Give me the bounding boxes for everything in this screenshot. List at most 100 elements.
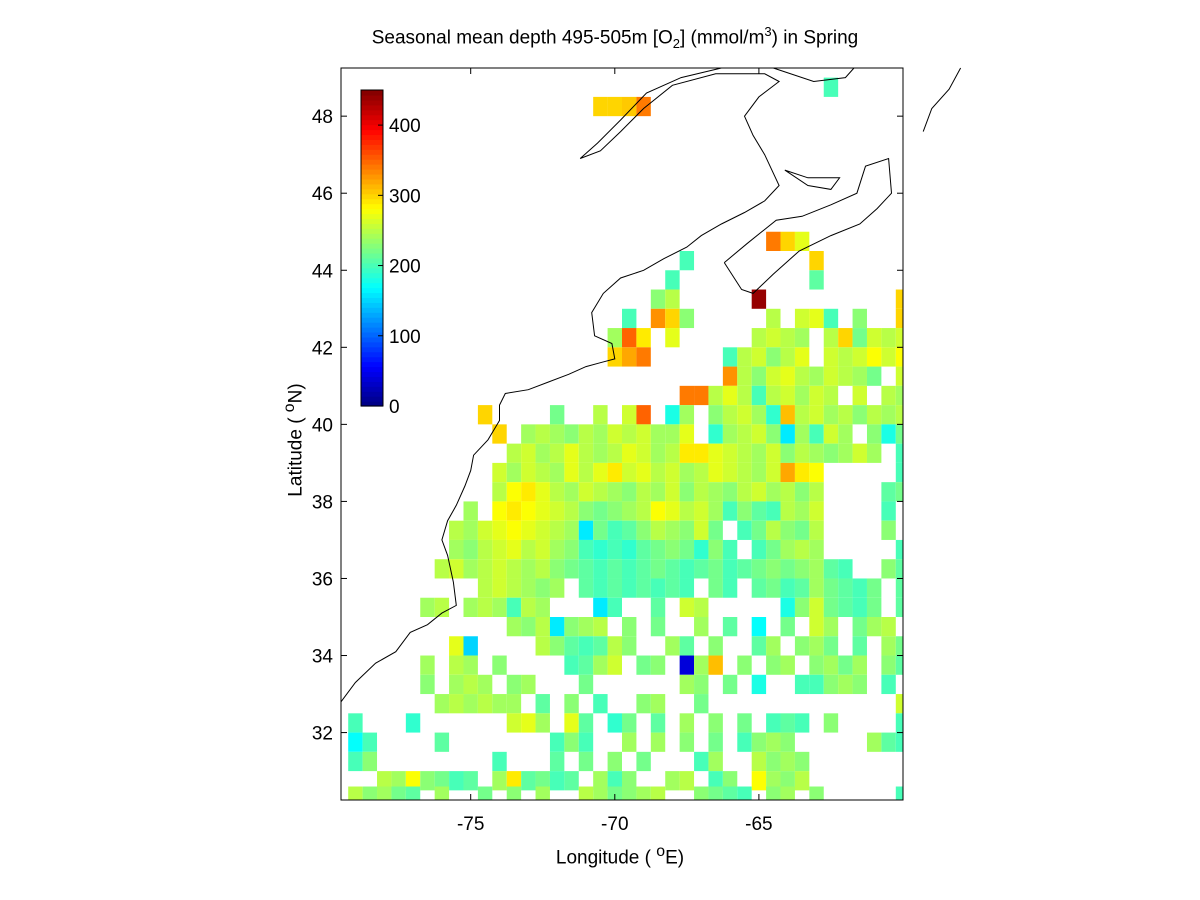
heatmap-cell [823, 405, 839, 425]
heatmap-cell [535, 578, 550, 598]
heatmap-cell [463, 520, 478, 540]
heatmap-cell [679, 771, 695, 791]
heatmap-cell [737, 501, 752, 521]
heatmap-cell [348, 751, 363, 772]
heatmap-cell [535, 424, 550, 444]
heatmap-cell [650, 520, 666, 540]
heatmap-cell [751, 636, 767, 656]
colorbar-segment [361, 173, 383, 180]
heatmap-cell [866, 732, 882, 752]
heatmap-cell [794, 771, 810, 791]
heatmap-cell [694, 462, 709, 483]
heatmap-cell [650, 732, 666, 752]
heatmap-cell [737, 655, 752, 675]
heatmap-cell [477, 539, 493, 560]
heatmap-cell [449, 674, 464, 695]
heatmap-cell [766, 520, 781, 540]
heatmap-cell [751, 347, 767, 367]
heatmap-cell [823, 77, 839, 97]
axes-frame [340, 67, 904, 801]
heatmap-cell [708, 520, 723, 540]
heatmap-cell [823, 366, 839, 386]
heatmap-cell [780, 751, 795, 772]
heatmap-cell [506, 694, 522, 714]
heatmap-cell [881, 636, 896, 656]
heatmap-cell [564, 771, 579, 791]
heatmap-cell [521, 559, 536, 579]
heatmap-cell [377, 771, 392, 791]
heatmap-cell [607, 786, 622, 800]
heatmap-cell [780, 462, 795, 483]
heatmap-cell [766, 347, 781, 367]
coastline-nova-scotia [723, 157, 893, 294]
heatmap-cell [694, 674, 709, 695]
colorbar-segment [361, 124, 383, 131]
colorbar-segment [361, 149, 383, 155]
colorbar-segment [361, 272, 383, 279]
heatmap-cell [607, 578, 622, 598]
heatmap-cell [535, 636, 550, 656]
heatmap-cell [607, 751, 622, 772]
heatmap-cell [708, 786, 723, 800]
heatmap-cell [607, 482, 622, 502]
heatmap-cell [521, 520, 536, 540]
heatmap-cell [766, 482, 781, 502]
coastline [340, 67, 781, 703]
heatmap-cell [694, 501, 709, 521]
heatmap-cell [895, 405, 903, 425]
heatmap-cell [593, 559, 608, 579]
heatmap-cell [895, 539, 903, 560]
heatmap-cell [622, 347, 637, 367]
heatmap-cell [477, 674, 493, 695]
heatmap-cell [636, 96, 651, 117]
heatmap-cell [549, 443, 565, 463]
heatmap-cell [823, 674, 839, 695]
heatmap-cell [492, 462, 507, 483]
heatmap-cell [607, 424, 622, 444]
heatmap-cell [506, 713, 522, 733]
heatmap-cell [607, 771, 622, 791]
heatmap-cell [549, 559, 565, 579]
colorbar-segment [361, 178, 383, 185]
heatmap-cell [679, 578, 695, 598]
heatmap-cell [420, 771, 435, 791]
heatmap-cell [809, 559, 824, 579]
colorbar-segment [361, 381, 383, 387]
heatmap-cell [506, 501, 522, 521]
heatmap-cell [780, 405, 795, 425]
heatmap-cell [636, 405, 651, 425]
heatmap-cell [492, 597, 507, 617]
heatmap-cell [895, 482, 903, 502]
heatmap-cell [549, 617, 565, 637]
y-tick-label: 48 [312, 107, 333, 128]
heatmap-cell [766, 424, 781, 444]
colorbar-segment [361, 317, 383, 323]
heatmap-cell [622, 328, 637, 348]
heatmap-cell [823, 424, 839, 444]
heatmap-cell [477, 694, 493, 714]
heatmap-cell [708, 578, 723, 598]
heatmap-cell [636, 655, 651, 675]
heatmap-cell [809, 655, 824, 675]
heatmap-cell [622, 462, 637, 483]
heatmap-cell [694, 559, 709, 579]
colorbar-segment [361, 267, 383, 274]
heatmap-cell [809, 462, 824, 483]
colorbar-segment [361, 238, 383, 244]
heatmap-cell [420, 655, 435, 675]
heatmap-cell [665, 771, 680, 791]
heatmap-cell [809, 443, 824, 463]
heatmap-cell [895, 443, 903, 463]
heatmap-cell [823, 597, 839, 617]
y-tick-label: 42 [312, 338, 333, 359]
colorbar-segment [361, 94, 383, 101]
heatmap-cell [578, 636, 594, 656]
heatmap-cell [521, 424, 536, 444]
heatmap-cell [809, 385, 824, 406]
heatmap-cell [794, 443, 810, 463]
heatmap-cell [622, 732, 637, 752]
heatmap-cell [622, 578, 637, 598]
heatmap-cell [751, 559, 767, 579]
colorbar-segment [361, 277, 383, 284]
heatmap-cell [708, 751, 723, 772]
